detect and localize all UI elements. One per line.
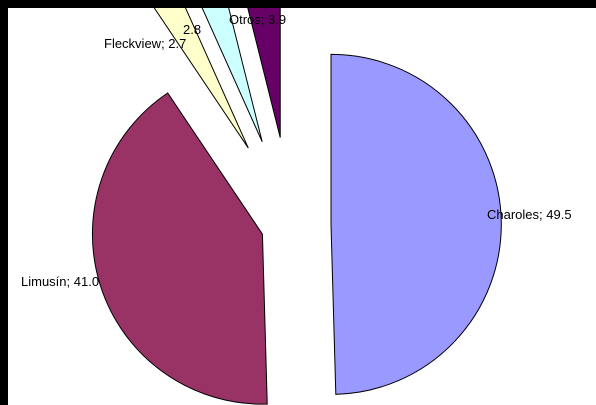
slice-label-otros: Otros; 3.9 [229,12,286,27]
pie-slice-2-8 [201,8,263,143]
pie-chart: Charoles; 49.5 Limusín; 41.0 Fleckview; 2.… [21,8,572,405]
pie-slice-limusin [91,92,268,405]
pie-labels: Charoles; 49.5 Limusín; 41.0 Fleckview; 2.… [21,12,572,289]
pie-slice-fleckview [153,8,249,149]
pie-slice-charoles [330,53,502,395]
slice-label-2-8: 2.8 [183,22,201,37]
chart-area: Charoles; 49.5 Limusín; 41.0 Fleckview; 2.… [8,8,596,405]
pie-slice-otros [247,8,281,138]
slice-label-charoles: Charoles; 49.5 [487,207,572,222]
slice-label-limusin: Limusín; 41.0 [21,274,99,289]
slice-label-fleckview: Fleckview; 2.7 [104,36,186,51]
pie-slices [91,8,502,405]
